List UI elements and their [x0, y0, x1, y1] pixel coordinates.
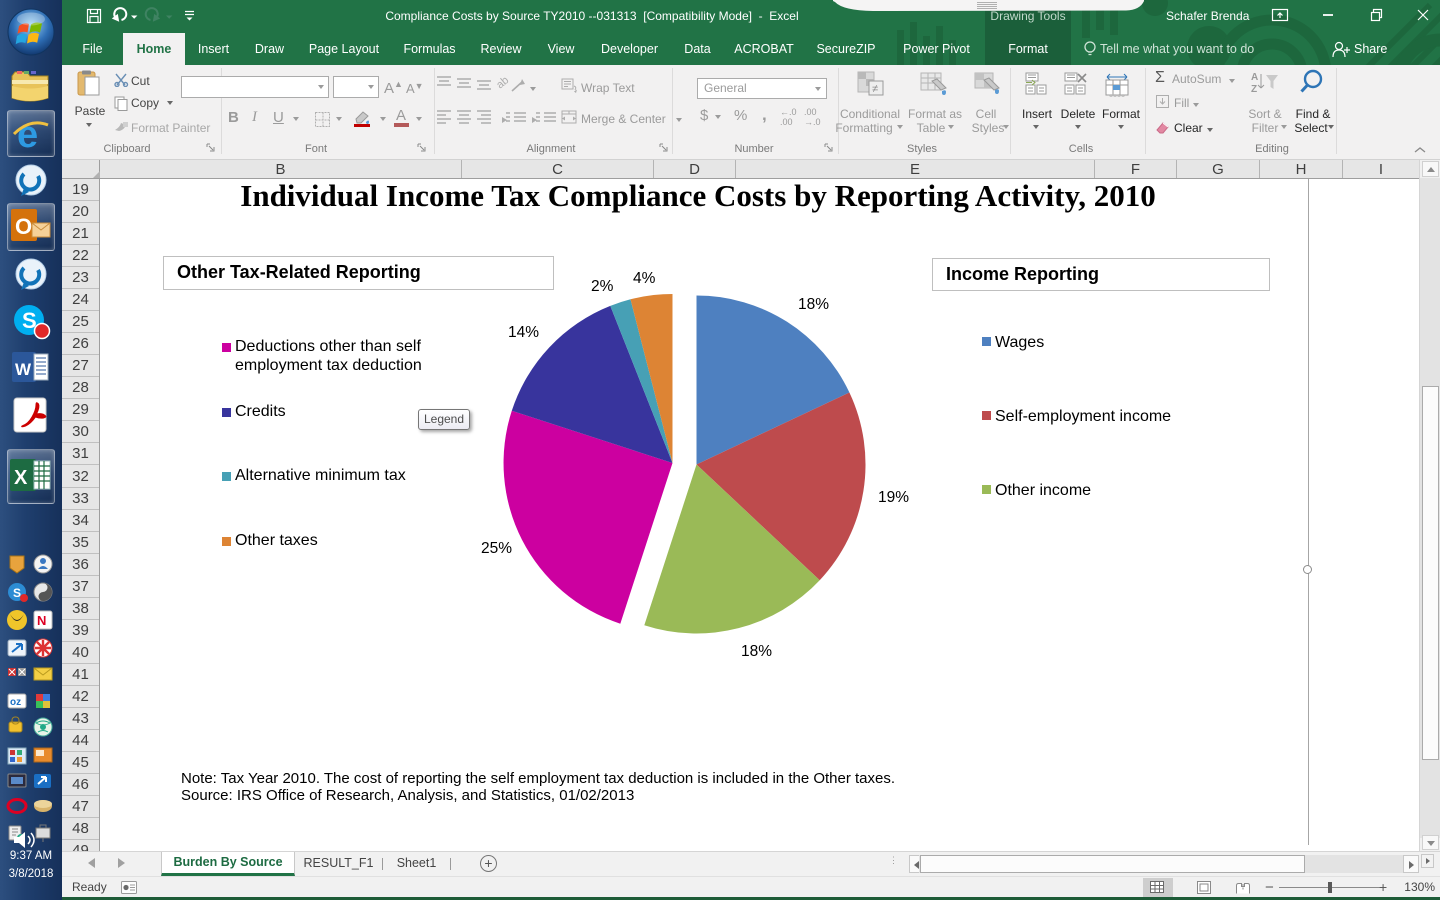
svg-text:e: e: [17, 114, 38, 154]
svg-text:S: S: [13, 586, 21, 600]
svg-text:oz: oz: [10, 697, 21, 708]
svg-text:O: O: [15, 214, 32, 239]
svg-text:Z: Z: [1251, 84, 1257, 95]
svg-text:≠: ≠: [872, 83, 878, 95]
svg-text:X: X: [14, 467, 28, 489]
svg-text:A: A: [1251, 72, 1258, 83]
svg-text:W: W: [15, 360, 32, 379]
svg-text:ab: ab: [494, 75, 511, 91]
svg-text:S: S: [22, 308, 37, 333]
svg-text:N: N: [37, 613, 46, 628]
